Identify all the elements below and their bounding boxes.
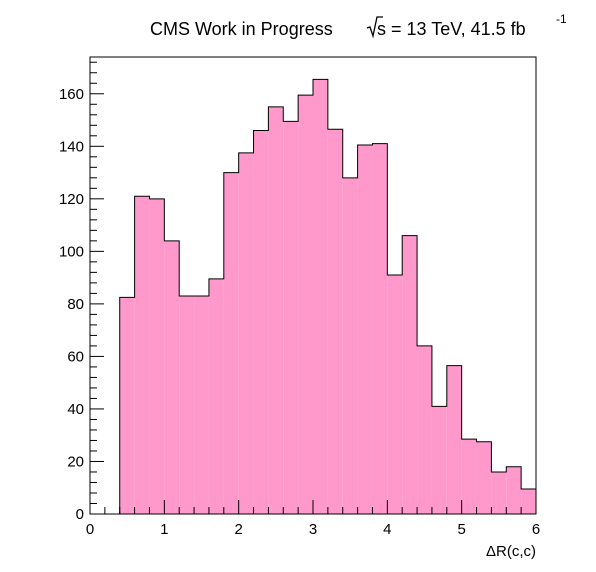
x-tick-label: 6 [532, 521, 540, 538]
y-tick-label: 0 [76, 506, 84, 523]
title-energy-superscript: -1 [556, 12, 567, 26]
y-tick-label: 40 [67, 401, 84, 418]
chart-title: CMS Work in Progress s = 13 TeV, 41.5 fb… [150, 12, 567, 39]
y-tick-label: 140 [59, 138, 84, 155]
histogram-bar [417, 345, 432, 514]
x-axis-ticks: 0 1 2 3 4 5 6 [86, 500, 540, 538]
histogram-bar [446, 365, 462, 514]
histogram-bar [342, 177, 358, 514]
y-tick-label: 60 [67, 348, 84, 365]
x-axis-label: ΔR(c,c) [486, 543, 536, 560]
y-tick-label: 120 [59, 191, 84, 208]
histogram-bar [164, 240, 180, 514]
histogram-bar [491, 471, 507, 514]
x-tick-label: 3 [309, 521, 317, 538]
histogram-bar [298, 95, 313, 514]
histogram-bar [194, 296, 209, 514]
title-energy-text: s = 13 TeV, 41.5 fb [377, 19, 526, 39]
histogram-bar [238, 152, 254, 515]
histogram-bar [506, 466, 522, 514]
histogram-bar [223, 172, 239, 514]
histogram-bar [134, 196, 150, 514]
sqrt-icon [366, 16, 383, 39]
histogram-bar [327, 129, 343, 515]
x-tick-label: 4 [383, 521, 391, 538]
histogram-outline [119, 78, 537, 514]
y-tick-label: 20 [67, 453, 84, 470]
y-tick-label: 80 [67, 296, 84, 313]
histogram-bar [372, 143, 388, 514]
y-axis-ticks: 0 20 40 60 80 100 120 140 160 [59, 61, 104, 523]
histogram-bars [119, 79, 536, 515]
histogram-bar [283, 121, 299, 514]
histogram-bar [521, 489, 536, 514]
title-text: CMS Work in Progress [150, 19, 333, 39]
histogram-bar [208, 278, 224, 514]
y-tick-label: 100 [59, 243, 84, 260]
y-tick-label: 160 [59, 86, 84, 103]
histogram-bar [476, 441, 492, 514]
x-tick-label: 5 [457, 521, 465, 538]
histogram-bar [119, 297, 135, 514]
histogram-bar [387, 274, 403, 514]
x-tick-label: 1 [160, 521, 168, 538]
histogram-bar [357, 144, 373, 514]
histogram-bar [179, 296, 195, 514]
histogram-bar [461, 439, 477, 514]
x-tick-label: 2 [234, 521, 242, 538]
x-tick-label: 0 [86, 521, 94, 538]
histogram-bar [402, 235, 418, 514]
histogram-bar [149, 198, 165, 515]
histogram-bar [253, 130, 269, 515]
histogram-bar [431, 406, 447, 514]
histogram-bar [268, 106, 284, 515]
histogram-bar [313, 79, 328, 515]
